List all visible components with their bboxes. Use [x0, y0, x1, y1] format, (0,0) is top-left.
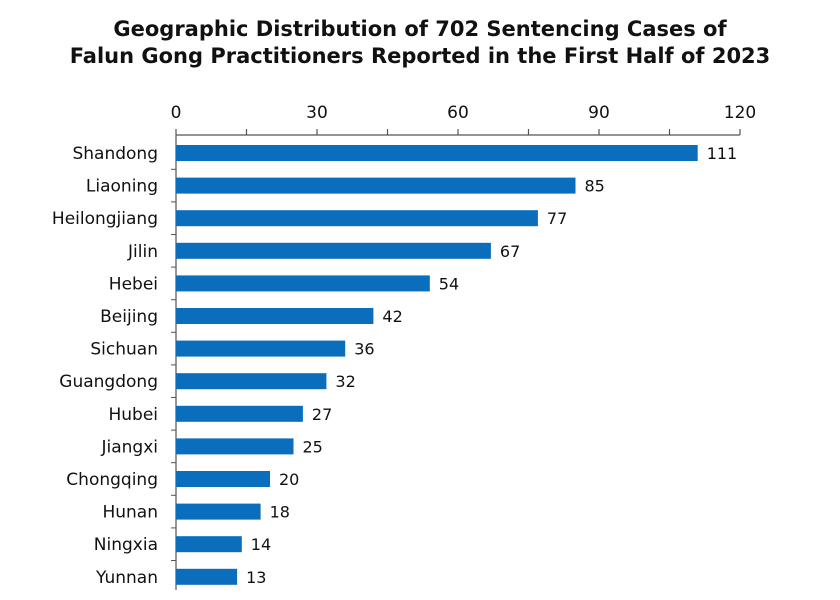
data-label: 32 — [335, 372, 355, 391]
category-label: Ningxia — [94, 535, 158, 555]
data-label: 25 — [303, 437, 323, 456]
x-tick-label: 120 — [724, 103, 756, 123]
data-label: 85 — [585, 177, 605, 196]
bar — [176, 471, 270, 487]
bar — [176, 405, 303, 422]
bar — [176, 438, 294, 455]
category-label: Heilongjiang — [52, 209, 158, 229]
data-label: 20 — [279, 470, 299, 489]
chart-title-line-1: Geographic Distribution of 702 Sentencin… — [113, 17, 727, 41]
x-tick-label: 90 — [588, 103, 610, 123]
bar — [176, 503, 261, 520]
bar — [176, 275, 430, 292]
chart-title: Geographic Distribution of 702 Sentencin… — [0, 16, 840, 70]
x-tick-label: 60 — [447, 103, 469, 123]
chart-title-line-2: Falun Gong Practitioners Reported in the… — [69, 44, 771, 68]
bar — [176, 308, 374, 324]
category-label: Liaoning — [86, 177, 158, 197]
category-label: Hebei — [109, 274, 158, 294]
data-label: 67 — [500, 242, 520, 261]
bar — [176, 177, 576, 194]
category-label: Guangdong — [59, 372, 158, 392]
bar — [176, 145, 698, 161]
category-label: Beijing — [100, 307, 158, 327]
category-label: Hunan — [102, 503, 158, 523]
bar — [176, 210, 538, 227]
data-label: 54 — [439, 274, 459, 293]
category-label: Chongqing — [66, 470, 158, 490]
data-label: 18 — [270, 503, 290, 522]
data-label: 36 — [354, 340, 374, 359]
category-label: Yunnan — [95, 568, 158, 588]
data-label: 13 — [246, 568, 266, 587]
data-label: 77 — [547, 209, 567, 228]
x-tick-label: 30 — [306, 103, 328, 123]
category-label: Hubei — [108, 405, 158, 425]
data-label: 111 — [707, 144, 738, 163]
bar — [176, 373, 327, 390]
data-label: 14 — [251, 535, 271, 554]
category-label: Jilin — [127, 242, 158, 262]
bar — [176, 536, 242, 553]
bar — [176, 340, 346, 357]
category-label: Sichuan — [90, 340, 158, 360]
category-label: Jiangxi — [100, 437, 158, 457]
data-label: 27 — [312, 405, 332, 424]
x-tick-label: 0 — [171, 103, 182, 123]
bar — [176, 242, 491, 259]
data-label: 42 — [382, 307, 402, 326]
category-label: Shandong — [72, 144, 158, 164]
bar — [176, 568, 238, 585]
